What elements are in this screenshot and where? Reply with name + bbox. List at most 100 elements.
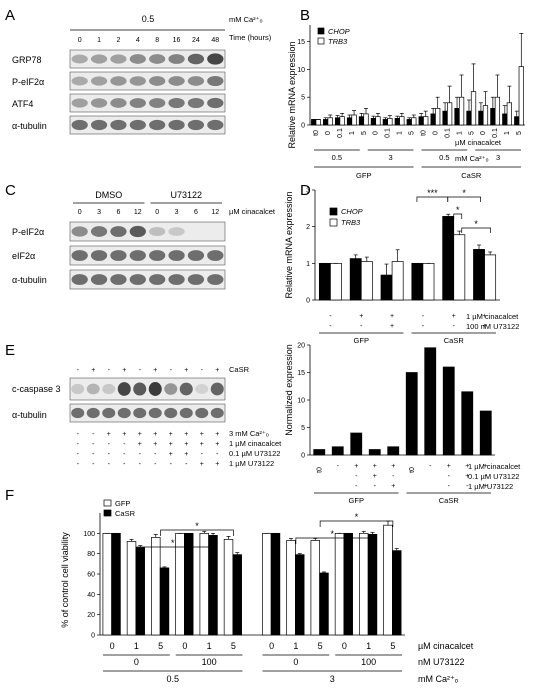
panel-e-cinacalcet-sign: - <box>108 441 111 448</box>
panel-a-time-3: 4 <box>136 37 140 44</box>
panel-b-legend-label: CHOP <box>328 27 350 36</box>
panel-e-blots: - + - + - + - + - + CaSR c-caspase 3 α-tubulin - - + + + +… <box>12 365 282 468</box>
panel-e-casr-sign: + <box>91 367 95 374</box>
panel-f-y-tick-label: 80 <box>87 551 95 558</box>
panel-e-calcium-sign: + <box>153 431 157 438</box>
panel-a-row-2-band <box>187 97 205 109</box>
panel-d-ylabel: Relative mRNA expression <box>284 191 294 298</box>
panel-b-x-label: 5 <box>516 131 523 135</box>
panel-e2-u01-sign: + <box>465 473 469 480</box>
panel-c-row-2-band <box>207 274 224 285</box>
panel-c-row-2-strip <box>69 269 226 290</box>
panel-f-letter: F <box>5 487 14 504</box>
panel-e-u01-sign: - <box>139 451 142 458</box>
panel-e-u01-sign: - <box>201 451 204 458</box>
panel-f-cinacalcet-label: 1 <box>134 641 139 651</box>
panel-a-row-2-band <box>110 98 127 108</box>
panel-a-blots: GRP78 P-eIF2α ATF4 α-tubulin <box>12 49 226 135</box>
panel-a-row-3-band <box>187 119 205 131</box>
panel-b-letter: B <box>300 7 310 24</box>
panel-e2-bar <box>387 446 400 456</box>
panel-f-y-tick-label: 40 <box>87 592 95 599</box>
panel-f-bar-CaSR <box>159 567 170 636</box>
panel-c-row-0-band <box>90 226 108 237</box>
panel-d-sig-star: * <box>474 219 478 229</box>
panel-d-bar-CHOP <box>318 262 331 301</box>
panel-b-x-label: 0.1 <box>444 128 451 138</box>
panel-f-cinacalcet-label: 0 <box>110 641 115 651</box>
panel-e-calcium-sign: + <box>169 431 173 438</box>
panel-d-y-tick-label: 3 <box>306 188 310 195</box>
panel-b-bar-CHOP <box>394 117 400 126</box>
panel-c-row-label: eIF2α <box>12 251 35 261</box>
panel-d-sig-bracket <box>453 213 463 219</box>
panel-b-bar-TRB3 <box>458 96 465 126</box>
panel-b-bar-CHOP <box>430 113 436 126</box>
panel-a-conc-unit: mM Ca²⁺ₒ <box>229 15 263 24</box>
panel-d-cinacalcet-sign: + <box>483 313 487 320</box>
panel-b-bar-CHOP <box>311 119 317 126</box>
panel-b-ca-unit: mM Ca²⁺ₒ <box>455 154 489 163</box>
panel-e-row-1-band <box>71 407 85 419</box>
panel-f-u-label: 100 <box>202 657 217 667</box>
panel-f-u-unit: nM U73122 <box>418 657 465 667</box>
panel-a-row-2-band <box>149 98 166 108</box>
panel-c-row-label: P-eIF2α <box>12 227 44 237</box>
panel-d-bar-TRB3 <box>422 262 435 301</box>
panel-e2-cinacalcet-sign: + <box>484 463 488 470</box>
panel-e2-bar <box>313 449 326 456</box>
panel-e-u01-sign: - <box>77 451 80 458</box>
panel-d-cinacalcet-sign: - <box>422 313 425 320</box>
panel-b-ca-label: 0.5 <box>332 153 342 162</box>
panel-e2-cinacalcet-sign: - <box>429 463 432 470</box>
panel-e2-u1-sign: + <box>391 483 395 490</box>
panel-d-legend-label: TRB3 <box>341 218 361 227</box>
panel-e-row-0-band <box>148 382 162 396</box>
panel-b-bar-TRB3 <box>447 102 453 126</box>
panel-b-x-label: 0 <box>373 131 380 135</box>
panel-f-bar-CaSR <box>208 535 218 636</box>
panel-b-bar-TRB3 <box>423 116 429 126</box>
panel-e-u1-sign: - <box>77 461 80 468</box>
panel-e-calcium-label: 3 mM Ca²⁺ₒ <box>229 429 269 438</box>
panel-f-sig-star: * <box>355 512 359 522</box>
panel-f-ca-label: 0.5 <box>166 674 179 684</box>
panel-b-ca-label: 0.5 <box>439 153 449 162</box>
panel-e-u1-sign: - <box>123 461 126 468</box>
panel-e2-t0: t0 <box>409 467 416 473</box>
panel-a-row-2-band <box>71 98 88 108</box>
panel-e-row-1-band <box>164 407 178 419</box>
panel-a-row-0-band <box>90 54 108 64</box>
panel-a-row-3-band <box>110 119 127 131</box>
panel-b-bar-CHOP <box>406 119 412 126</box>
panel-d-sig-star: * <box>462 188 466 198</box>
panel-b-bar-CHOP <box>418 116 424 126</box>
panel-f-bar-CaSR <box>270 532 281 636</box>
panel-e2-u01-sign: - <box>448 473 451 480</box>
panel-e2-chart: 0 5 10 15 20 t0 - + + + t0 - + + + - + - - + - - - + - - +1 µM cin… <box>297 343 521 506</box>
panel-c-dose: 12 <box>211 209 219 216</box>
panel-d-cinacalcet-sign: + <box>390 313 394 320</box>
panel-f-cinacalcet-label: 0 <box>342 641 347 651</box>
panel-d-bar-TRB3 <box>360 261 373 301</box>
panel-d-y-tick-label: 2 <box>306 224 310 231</box>
panel-d-group-label: CaSR <box>444 336 465 345</box>
panel-a-row-1-band <box>71 76 88 86</box>
panel-e-cinacalcet-label: 1 µM cinacalcet <box>229 439 282 448</box>
panel-c-row-1-band <box>90 250 108 261</box>
panel-e-row-0-band <box>179 382 193 396</box>
panel-e-row-1-band <box>210 407 224 419</box>
panel-e-casr-sign: - <box>108 367 111 374</box>
panel-c-row-0-band <box>129 225 146 238</box>
panel-e2-u1-sign: - <box>374 483 377 490</box>
panel-f-bar-GFP <box>359 532 369 636</box>
panel-c-letter: C <box>5 182 16 199</box>
panel-b-bar-TRB3 <box>363 113 369 126</box>
panel-d-bar-CHOP <box>411 262 424 301</box>
panel-a-time-7: 48 <box>211 37 219 44</box>
panel-d-y-tick-label: 1 <box>306 261 310 268</box>
panel-b-y-tick-label: 5 <box>301 95 305 102</box>
panel-d-sig-star: * <box>456 205 460 215</box>
